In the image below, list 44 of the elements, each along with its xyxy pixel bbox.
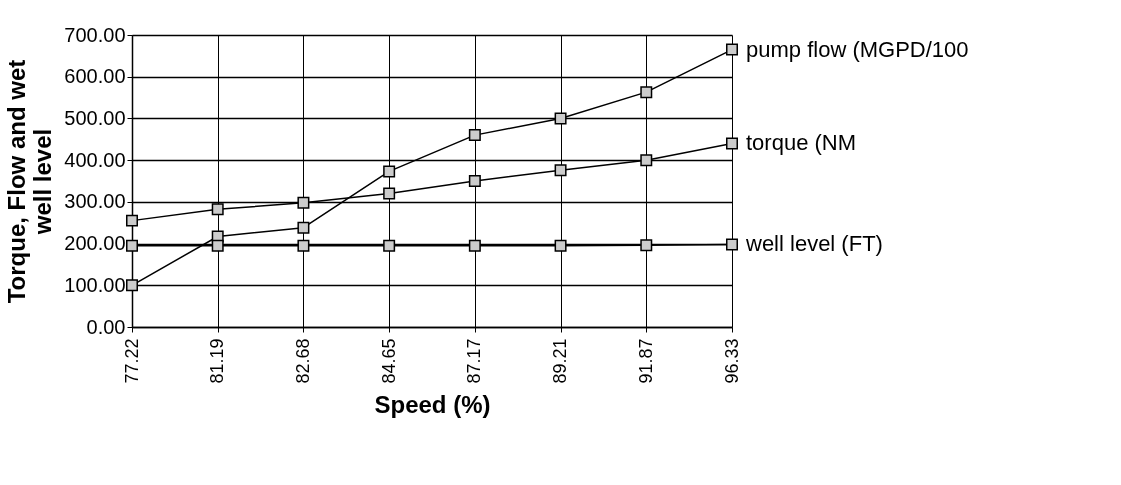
y-tick-label: 100.00 [64,273,126,296]
point [640,86,653,99]
point [554,112,567,125]
point [554,164,567,177]
y-tick-label: 700.00 [64,23,126,46]
x-tick-label: 77.22 [121,338,142,384]
series-label: well level (FT) [745,231,883,257]
x-tick-label: 96.33 [721,338,742,384]
point [383,187,396,200]
x-tick-label: 81.19 [207,338,228,384]
y-tick-label: 600.00 [64,65,126,88]
y-tick-label: 400.00 [64,148,126,171]
point [726,43,738,56]
point [468,129,481,142]
point [640,239,653,252]
point [554,239,567,252]
point [211,203,224,216]
x-axis-title: Speed (%) [374,390,491,418]
y-tick-label: 500.00 [64,106,126,129]
point [468,239,481,252]
series-label: pump flow (MGPD/100 [746,36,969,62]
point [126,214,138,227]
x-tick-label: 89.21 [550,338,571,384]
point [297,196,310,209]
x-tick-label: 84.65 [378,338,399,384]
y-tick-label: 300.00 [64,190,126,213]
y-tick-label: 0.00 [86,315,126,338]
point [640,154,653,167]
point [383,165,396,178]
point [126,239,138,252]
point [726,137,738,150]
x-tick-label: 82.68 [292,338,313,384]
y-axis-title: Torque, Flow and wet well level [3,59,57,304]
point [211,239,224,252]
point [383,239,396,252]
point [726,238,738,251]
point [126,279,138,292]
x-tick-label: 87.17 [464,338,485,384]
x-tick-label: 91.87 [635,338,656,384]
y-tick-label: 200.00 [64,232,126,255]
series-label: torque (NM [746,130,857,156]
point [297,239,310,252]
point [468,175,481,187]
point [297,221,310,234]
